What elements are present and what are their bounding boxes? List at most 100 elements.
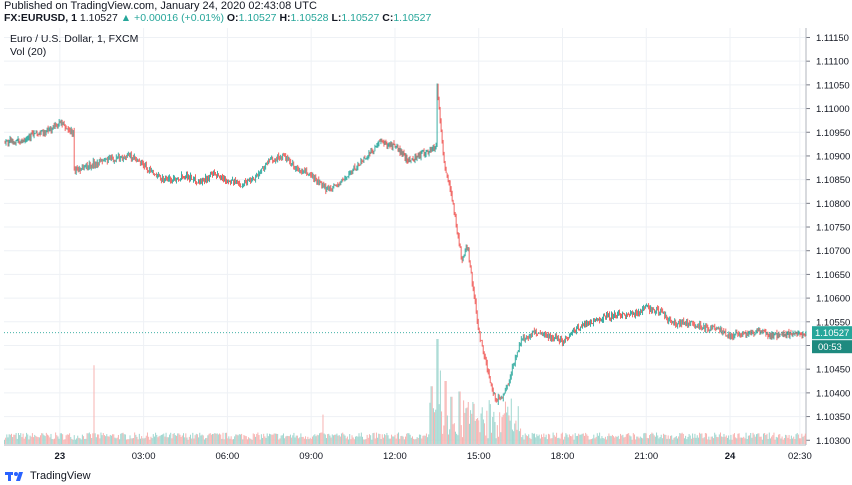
volume-bar [751,437,753,444]
low-label: L: [331,12,342,24]
volume-bar [195,433,197,444]
volume-bar [638,438,640,444]
volume-bar [563,439,565,444]
volume-bar [74,439,76,444]
volume-bar [66,434,68,444]
volume-bar [90,434,92,444]
volume-bar [765,435,767,444]
volume-bar [771,436,773,444]
volume-bar [560,433,562,444]
volume-bar [633,434,635,444]
volume-bar [238,434,240,444]
volume-bar [484,423,486,444]
volume-bar [248,437,250,444]
volume-bar [116,437,118,444]
volume-bar [14,434,16,444]
volume-bar [680,433,682,444]
volume-bar [707,439,709,444]
volume-bar [793,436,795,444]
volume-bar [674,437,676,444]
volume-bar [465,408,467,444]
volume-bar [148,436,150,444]
volume-bar [686,439,688,444]
volume-bar [518,431,520,444]
volume-bar [650,434,652,444]
volume-bar [189,434,191,444]
volume-bar [199,432,201,444]
volume-bar [517,406,519,444]
volume-bar [327,434,329,444]
volume-bar [772,435,774,444]
volume-bar [231,439,233,444]
volume-bar [431,386,433,444]
volume-bar [775,436,777,444]
volume-bar [424,435,426,444]
volume-bar [188,436,190,444]
volume-bar [138,433,140,444]
volume-bar [723,433,725,444]
volume-bar [495,438,497,444]
volume-bar [366,434,368,444]
volume-bar [29,435,31,444]
y-tick-label: 1.10900 [816,151,850,162]
volume-bar [461,437,463,444]
volume-bar [170,432,172,444]
volume-bar [264,436,266,444]
volume-bar [193,438,195,444]
volume-bar [802,436,804,444]
volume-bar [527,436,529,444]
volume-bar [441,411,443,444]
volume-bar [301,436,303,444]
volume-bar [45,432,47,444]
volume-bar [23,438,25,444]
volume-bar [263,433,265,444]
volume-bar [172,433,174,444]
volume-bar [95,437,97,444]
volume-bar [226,432,228,444]
volume-bar [129,435,131,444]
volume-bar [487,438,489,444]
volume-bar [445,381,447,444]
volume-bar [769,438,771,444]
volume-bar [603,438,605,444]
volume-bar [371,439,373,444]
volume-bar [236,434,238,444]
y-tick-label: 1.10800 [816,199,850,210]
volume-bar [363,439,365,444]
volume-bar [577,435,579,444]
volume-bar [422,435,424,444]
volume-bar [146,432,148,444]
volume-bar [174,435,176,444]
volume-bar [309,437,311,444]
volume-bar [206,437,208,444]
volume-bar [768,432,770,444]
volume-bar [80,439,82,444]
volume-bar [229,438,231,444]
tradingview-logo[interactable]: TradingView [5,470,91,482]
volume-bar [388,438,390,444]
y-tick-label: 1.10700 [816,246,850,257]
volume-bar [100,432,102,444]
volume-bar [702,438,704,444]
volume-bar [121,433,123,444]
volume-bar [664,434,666,444]
volume-bar [392,436,394,444]
volume-bar [580,434,582,444]
volume-bar [36,436,38,444]
volume-bar [185,433,187,444]
volume-bar [485,435,487,444]
volume-bar [711,436,713,444]
volume-bar [649,435,651,444]
volume-bar [481,407,483,444]
volume-bar [681,432,683,444]
volume-bar [536,434,538,444]
volume-bar [186,437,188,444]
volume-bar [744,438,746,444]
volume-bar [423,435,425,444]
volume-bar [106,434,108,444]
change-value: ▲ +0.00016 (+0.01%) [120,12,224,24]
volume-bar [659,437,661,444]
volume-bar [78,437,80,444]
volume-bar [682,433,684,444]
